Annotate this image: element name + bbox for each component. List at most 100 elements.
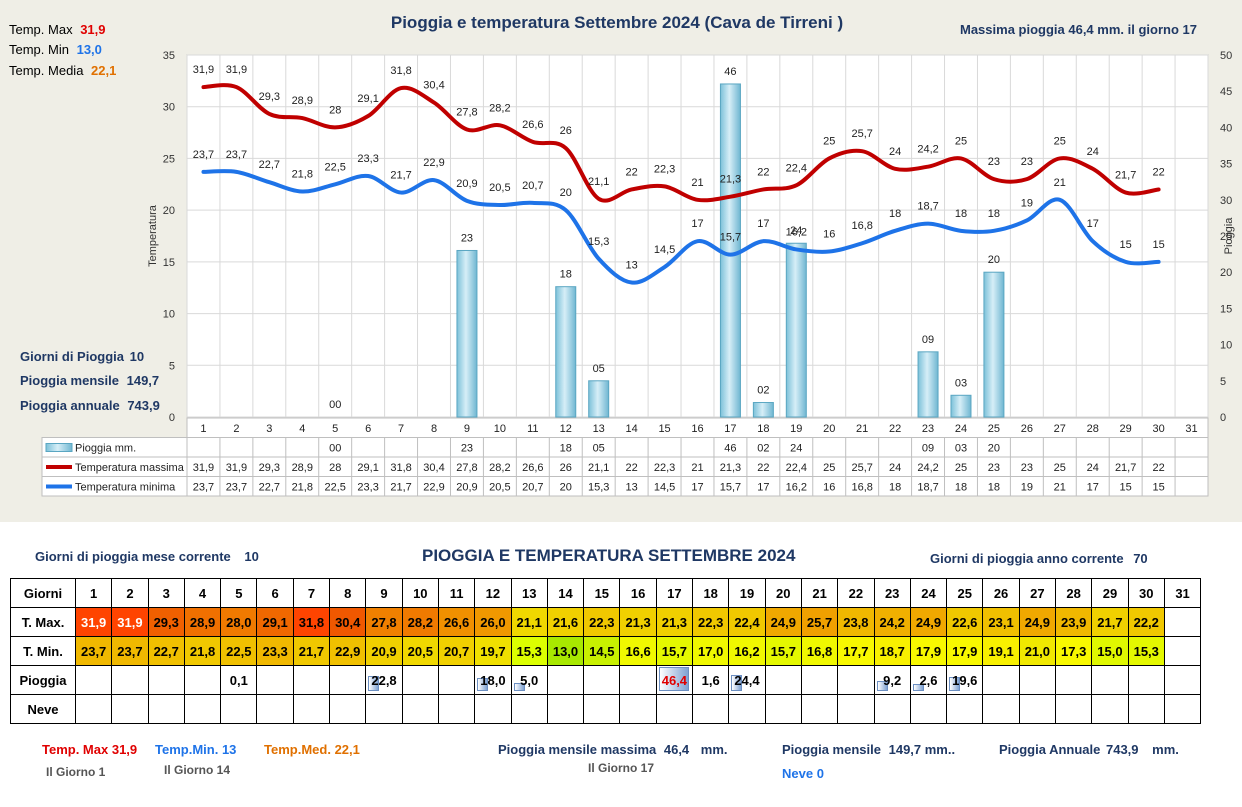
footer-tmax-day: Il Giorno 1 xyxy=(46,765,106,779)
x-tick-label: 22 xyxy=(889,423,901,435)
tmax-cell: 21,1 xyxy=(510,607,548,637)
rain-cell xyxy=(619,665,657,695)
neve-cell xyxy=(365,694,403,724)
tmin-cell: 17,0 xyxy=(692,636,730,666)
neve-cell xyxy=(982,694,1020,724)
rain-bar-label: 24 xyxy=(790,225,802,237)
tmax-cell: 22,3 xyxy=(583,607,621,637)
y-right-tick-label: 35 xyxy=(1220,159,1232,171)
table-row: Giorni 1 2 3 4 5 6 7 8 9 10 11 12 13 14 15 16 17 18 19 20 21 2… xyxy=(10,578,1202,608)
tmax-point-label: 22,3 xyxy=(654,163,675,175)
day-cell: 5 xyxy=(220,578,258,608)
rain-month-value: 149,7 xyxy=(126,373,160,388)
tmin-line xyxy=(201,169,1161,285)
tmax-point-label: 23 xyxy=(988,156,1000,168)
data-table-cell: 17 xyxy=(1087,482,1099,494)
rain-days-year-value: 70 xyxy=(1133,551,1148,566)
neve-cell xyxy=(583,694,621,724)
data-table-cell: 21,1 xyxy=(588,462,609,474)
tmax-point-label: 30,4 xyxy=(423,80,444,92)
rain-cell-bar xyxy=(912,684,924,691)
data-table-cell: 28 xyxy=(329,462,341,474)
x-tick-label: 8 xyxy=(431,423,437,435)
tmax-cell: 28,0 xyxy=(220,607,258,637)
data-table-cell: 29,1 xyxy=(357,462,378,474)
rain-cell-value: 18,0 xyxy=(480,672,506,688)
x-tick-label: 31 xyxy=(1185,423,1197,435)
footer-tmin: Temp.Min. 13 xyxy=(155,742,236,757)
x-tick-label: 28 xyxy=(1087,423,1099,435)
footer-tmin-value: 13 xyxy=(221,742,237,757)
rain-cell: 9,2 xyxy=(873,665,911,695)
tmax-point-label: 24 xyxy=(889,146,901,158)
data-table-cell: 20 xyxy=(988,443,1000,455)
rain-cell-bar xyxy=(477,678,489,691)
x-tick-label: 27 xyxy=(1054,423,1066,435)
tmin-point-label: 20,5 xyxy=(489,182,510,194)
tmax-cell: 31,9 xyxy=(111,607,149,637)
tmin-cell: 23,7 xyxy=(111,636,149,666)
tmax-point-label: 21,7 xyxy=(1115,170,1136,182)
rain-cell xyxy=(401,665,439,695)
tmin-point-label: 20 xyxy=(560,187,572,199)
neve-cell xyxy=(619,694,657,724)
tmax-summary-label: Temp. Max xyxy=(9,22,73,37)
y-left-tick-label: 10 xyxy=(163,309,175,321)
tmax-point-label: 25 xyxy=(823,135,835,147)
tmin-cell: 18,7 xyxy=(873,636,911,666)
tmax-cell: 22,3 xyxy=(692,607,730,637)
tmin-cell: 22,7 xyxy=(147,636,185,666)
table-row: Pioggia 0,1 22,8 18,0 5,0 46,4 1,6 24,4 9,2 2,6 19… xyxy=(10,665,1202,695)
x-tick-label: 10 xyxy=(494,423,506,435)
data-table-cell: 17 xyxy=(757,482,769,494)
tmin-point-label: 23,7 xyxy=(226,149,247,161)
tmin-point-label: 18 xyxy=(889,208,901,220)
day-cell: 7 xyxy=(292,578,331,608)
tmin-point-label: 23,3 xyxy=(357,153,378,165)
rain-cell xyxy=(1163,665,1202,695)
tmin-point-label: 17 xyxy=(757,218,769,230)
footer-max-rain: Pioggia mensile massima 46,4 mm. xyxy=(498,742,728,757)
day-cell: 2 xyxy=(111,578,149,608)
data-table-cell: 22 xyxy=(757,462,769,474)
footer-max-rain-day: Il Giorno 17 xyxy=(588,761,655,775)
rain-cell xyxy=(183,665,222,695)
neve-cell xyxy=(1163,694,1202,724)
rain-cell xyxy=(800,665,839,695)
rain-bar-label: 02 xyxy=(757,385,769,397)
x-tick-label: 29 xyxy=(1120,423,1132,435)
y-left-axis-title: Temperatura xyxy=(147,204,159,267)
neve-cell xyxy=(800,694,839,724)
day-cell: 4 xyxy=(183,578,222,608)
data-table-cell: 22,7 xyxy=(259,482,280,494)
rain-cell xyxy=(982,665,1020,695)
tmed-summary: Temp. Media 22,1 xyxy=(9,63,116,78)
rain-days-year: Giorni di pioggia anno corrente 70 xyxy=(930,551,1148,566)
rain-cell xyxy=(111,665,149,695)
tmax-point-label: 25 xyxy=(955,135,967,147)
tmax-point-label: 29,1 xyxy=(357,93,378,105)
y-right-tick-label: 20 xyxy=(1220,267,1232,279)
tmin-point-label: 19 xyxy=(1021,197,1033,209)
footer-tmin-label: Temp.Min. xyxy=(155,742,219,757)
day-cell: 28 xyxy=(1055,578,1093,608)
x-tick-label: 1 xyxy=(200,423,206,435)
footer-rain-year-label: Pioggia Annuale xyxy=(999,742,1101,757)
x-tick-label: 3 xyxy=(266,423,272,435)
neve-cell xyxy=(292,694,331,724)
footer-tmed: Temp.Med. 22,1 xyxy=(264,742,360,757)
data-table-cell: 00 xyxy=(329,443,341,455)
tmin-point-label: 17 xyxy=(1087,218,1099,230)
rain-cell-bar xyxy=(368,676,380,691)
footer-max-rain-value: 46,4 xyxy=(663,742,690,757)
rain-month-label: Pioggia mensile xyxy=(20,373,119,388)
y-right-tick-label: 50 xyxy=(1220,50,1232,62)
rain-cell-value: 1,6 xyxy=(701,672,720,688)
tmin-point-label: 22,5 xyxy=(324,161,345,173)
tmax-cell: 27,8 xyxy=(365,607,403,637)
tmax-point-label: 28,2 xyxy=(489,102,510,114)
data-table-cell: 28,2 xyxy=(489,462,510,474)
tmin-cell: 17,9 xyxy=(909,636,948,666)
rain-days-summary: Giorni di Pioggia 10 xyxy=(20,349,144,364)
data-table-cell: 23,7 xyxy=(193,482,214,494)
